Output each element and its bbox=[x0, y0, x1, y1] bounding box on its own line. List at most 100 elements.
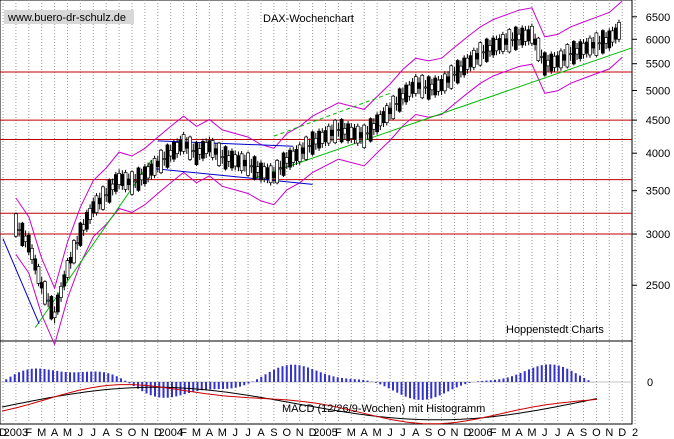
candle-body bbox=[581, 42, 586, 55]
macd-label: MACD (12/26/9-Wochen) mit Histogramm bbox=[282, 403, 485, 415]
candle-body bbox=[333, 119, 338, 144]
candle-body bbox=[368, 118, 373, 142]
x-tick-label: 2003 bbox=[4, 427, 28, 439]
candle-body bbox=[26, 234, 31, 253]
candle-body bbox=[417, 82, 421, 89]
candle-body bbox=[520, 27, 525, 46]
x-tick-label: A bbox=[515, 427, 523, 439]
candle-body bbox=[220, 156, 225, 159]
candle-body bbox=[317, 130, 321, 149]
candle-body bbox=[184, 142, 189, 149]
candle-body bbox=[288, 149, 292, 168]
candle-body bbox=[284, 157, 289, 164]
candle-body bbox=[388, 107, 392, 115]
candle-body bbox=[313, 138, 318, 145]
lower-band bbox=[15, 57, 623, 346]
x-tick-label: J bbox=[78, 427, 84, 439]
candle-body bbox=[504, 38, 508, 45]
candle-body bbox=[349, 126, 354, 139]
candle-body bbox=[420, 74, 425, 99]
candle-body bbox=[320, 131, 325, 144]
y-axis-ticks: 2500 3000 3500 4000 4500 5000 5500 6000 6500 bbox=[632, 12, 670, 292]
x-tick-label: S bbox=[425, 427, 432, 439]
candle-body bbox=[446, 76, 450, 83]
candle-body bbox=[30, 248, 34, 260]
candle-body bbox=[510, 38, 515, 41]
x-tick-label: M bbox=[527, 427, 536, 439]
candle-body bbox=[617, 22, 621, 40]
x-tick-label: D bbox=[463, 427, 471, 439]
candle-body bbox=[159, 149, 163, 174]
candle-body bbox=[136, 167, 141, 191]
source-label: Hoppenstedt Charts bbox=[506, 324, 604, 336]
candle-body bbox=[365, 132, 370, 135]
candle-body bbox=[168, 150, 173, 157]
candle-body bbox=[68, 257, 73, 264]
candle-body bbox=[175, 142, 179, 155]
candle-body bbox=[559, 50, 563, 69]
candle-body bbox=[194, 141, 199, 166]
x-tick-label: 2006 bbox=[468, 427, 492, 439]
x-tick-label: A bbox=[567, 427, 575, 439]
y-tick-label: 6000 bbox=[646, 34, 670, 46]
candle-body bbox=[552, 55, 557, 68]
candle-body bbox=[307, 145, 312, 147]
candle-body bbox=[123, 172, 128, 190]
candle-body bbox=[465, 57, 470, 70]
candle-body bbox=[610, 30, 615, 43]
candle-body bbox=[278, 167, 283, 170]
candle-body bbox=[384, 105, 389, 123]
y-tick-label: 3000 bbox=[646, 229, 670, 241]
x-tick-label: M bbox=[63, 427, 72, 439]
y-tick-label: 4000 bbox=[646, 148, 670, 160]
candle-body bbox=[126, 178, 131, 185]
candle-body bbox=[542, 52, 547, 76]
candle-body bbox=[575, 48, 579, 55]
candle-body bbox=[43, 281, 47, 305]
candle-body bbox=[88, 208, 92, 220]
channel-bottom bbox=[151, 167, 313, 185]
x-tick-label: N bbox=[605, 427, 613, 439]
candle-body bbox=[130, 171, 134, 195]
candle-body bbox=[497, 38, 502, 51]
candle-body bbox=[94, 195, 99, 214]
candle-body bbox=[78, 222, 83, 246]
candle-body bbox=[568, 53, 573, 56]
candle-body bbox=[262, 166, 267, 179]
candle-body bbox=[259, 162, 263, 181]
x-tick-label: J bbox=[387, 427, 393, 439]
x-tick-label: D bbox=[618, 427, 626, 439]
candle-body bbox=[410, 81, 415, 94]
x-tick-label: 2 bbox=[632, 427, 638, 439]
x-tick-label: S bbox=[270, 427, 277, 439]
candle-body bbox=[394, 103, 399, 105]
candle-body bbox=[484, 38, 489, 62]
x-tick-label: M bbox=[502, 427, 511, 439]
candle-body bbox=[452, 73, 457, 76]
candle-body bbox=[562, 54, 567, 61]
candle-body bbox=[546, 59, 550, 67]
candle-body bbox=[23, 235, 28, 243]
candle-body bbox=[423, 86, 428, 89]
candle-body bbox=[236, 155, 241, 168]
x-tick-label: J bbox=[91, 427, 97, 439]
macd-line bbox=[1, 386, 598, 421]
candle-body bbox=[265, 167, 270, 180]
candle-body bbox=[188, 136, 192, 160]
macd-zero-tick: 0 bbox=[647, 377, 653, 389]
candle-body bbox=[459, 65, 463, 73]
candle-body bbox=[381, 111, 386, 124]
x-tick-label: A bbox=[412, 427, 420, 439]
candle-body bbox=[155, 160, 160, 168]
candle-body bbox=[294, 149, 299, 161]
candle-body bbox=[401, 93, 405, 100]
candle-body bbox=[339, 119, 344, 143]
candle-body bbox=[181, 134, 186, 152]
x-tick-label: F bbox=[180, 427, 187, 439]
candle-body bbox=[252, 156, 257, 180]
candle-body bbox=[210, 140, 215, 158]
candle-body bbox=[120, 173, 125, 186]
candle-body bbox=[472, 50, 476, 68]
candle-body bbox=[594, 32, 599, 56]
candle-body bbox=[578, 41, 583, 59]
